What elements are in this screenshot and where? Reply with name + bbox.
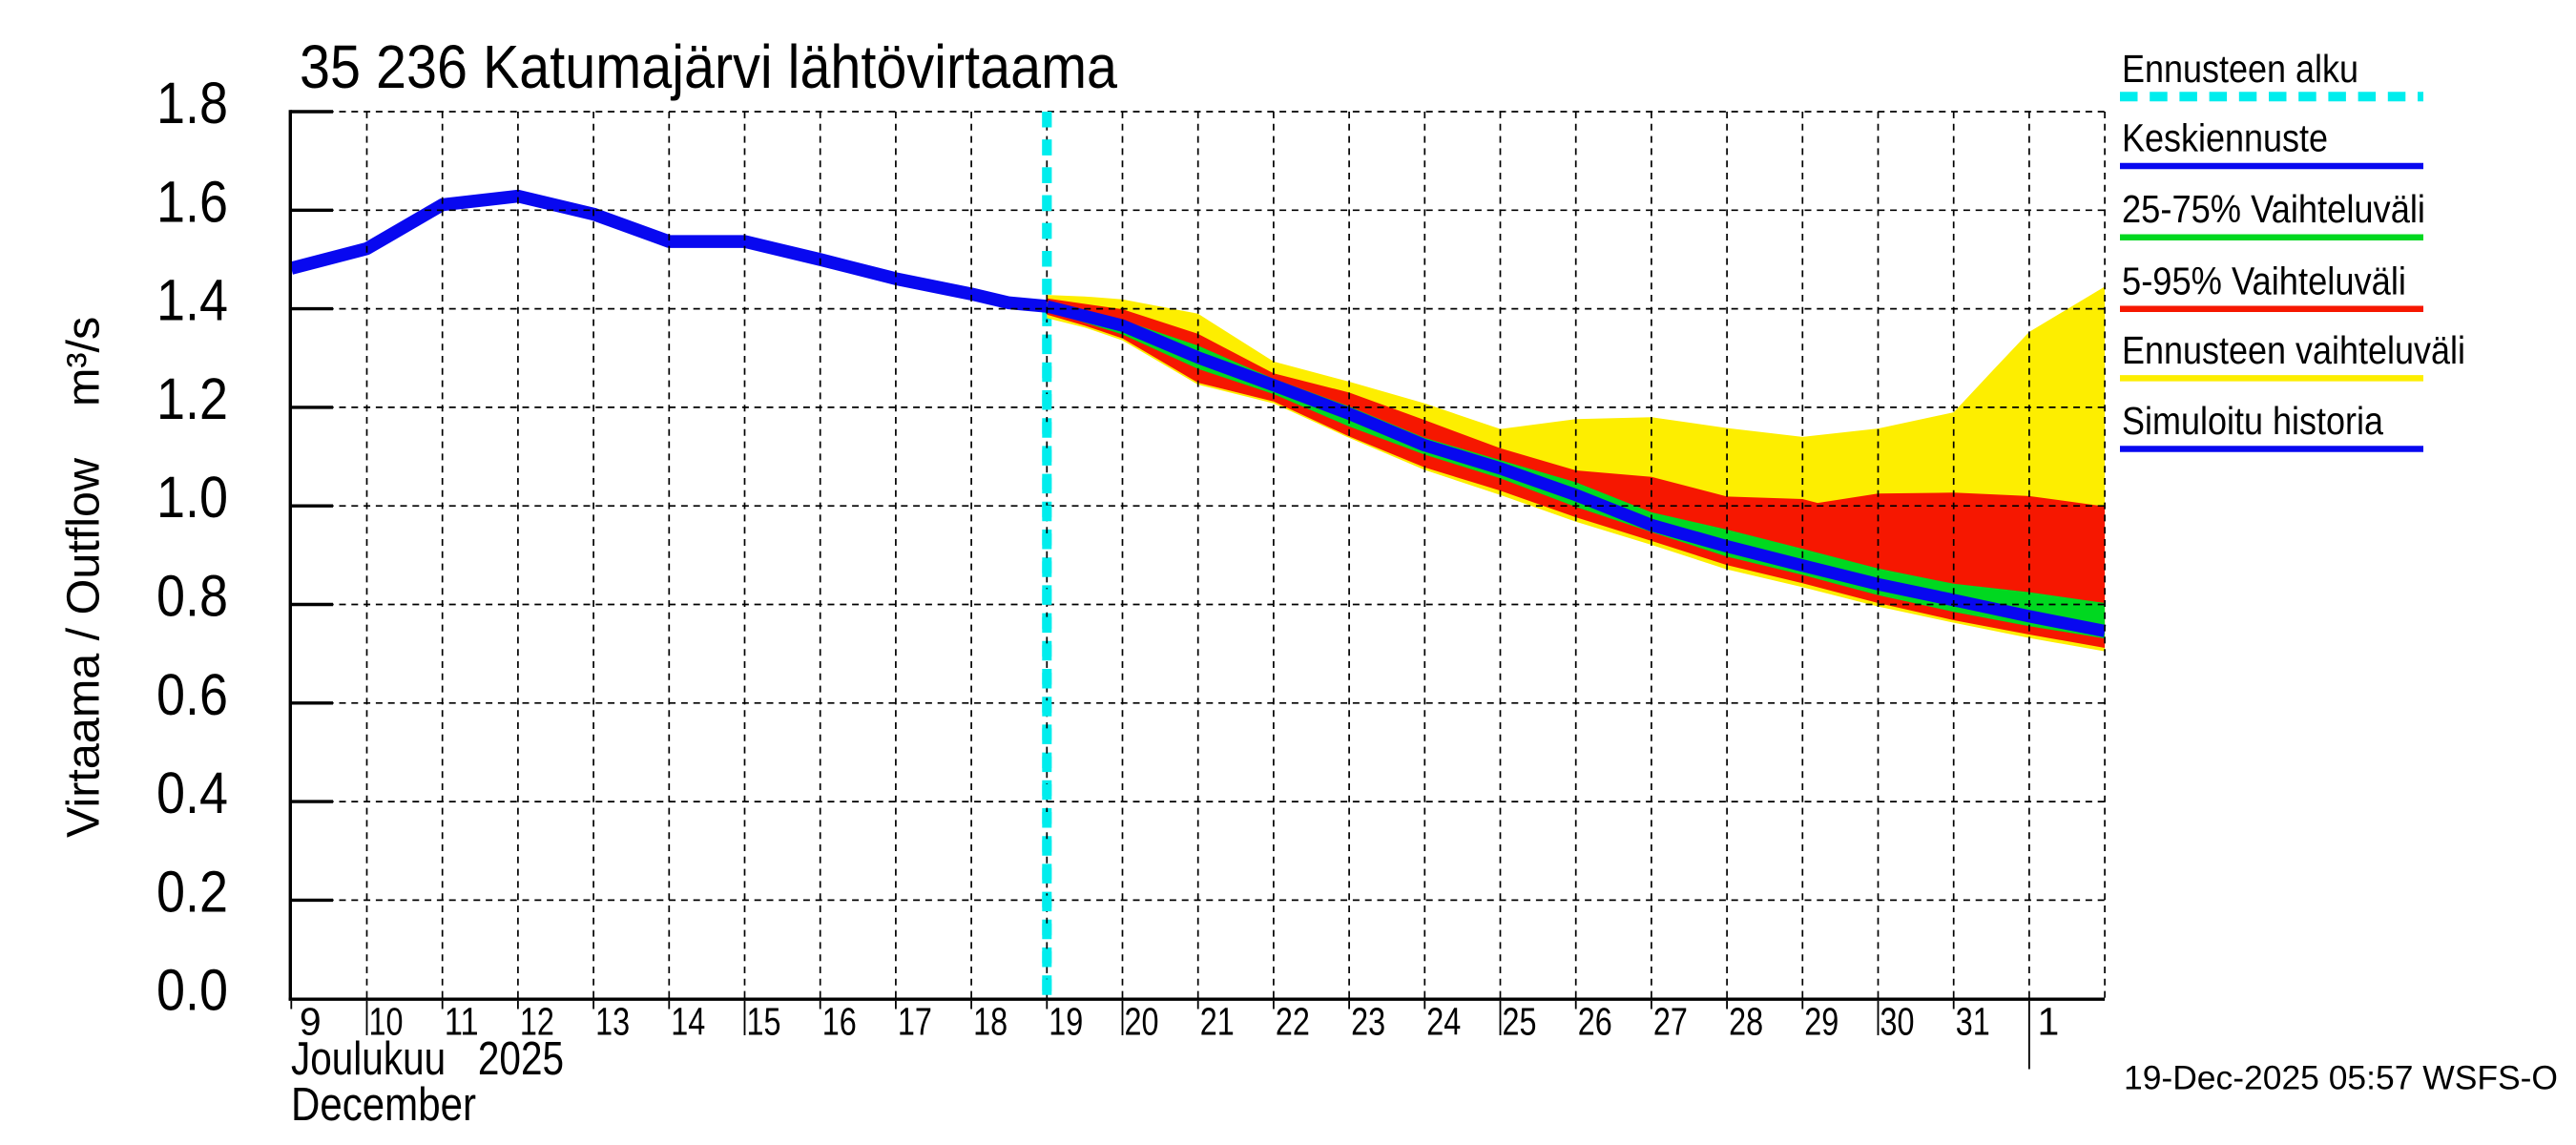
svg-text:1.8: 1.8: [156, 71, 228, 135]
svg-text:27: 27: [1653, 1000, 1688, 1044]
svg-text:0.8: 0.8: [156, 564, 228, 629]
svg-text:24: 24: [1426, 1000, 1461, 1044]
svg-text:14: 14: [671, 1000, 705, 1044]
svg-text:31: 31: [1956, 1000, 1990, 1044]
svg-text:December: December: [291, 1078, 476, 1131]
svg-text:30: 30: [1880, 1000, 1915, 1044]
svg-text:1.6: 1.6: [156, 169, 228, 234]
svg-text:25-75% Vaihteluväli: 25-75% Vaihteluväli: [2122, 187, 2425, 231]
svg-text:15: 15: [747, 1000, 781, 1044]
svg-text:9: 9: [300, 1000, 322, 1044]
svg-text:35 236 Katumajärvi lähtövirtaa: 35 236 Katumajärvi lähtövirtaama: [300, 32, 1117, 101]
svg-text:29: 29: [1804, 1000, 1839, 1044]
svg-text:17: 17: [898, 1000, 932, 1044]
svg-text:10: 10: [369, 1000, 404, 1044]
svg-text:23: 23: [1351, 1000, 1385, 1044]
svg-text:Simuloitu historia: Simuloitu historia: [2122, 399, 2383, 443]
svg-text:0.6: 0.6: [156, 662, 228, 727]
svg-text:Virtaama / Outflow m³/s: Virtaama / Outflow m³/s: [58, 317, 110, 838]
svg-text:26: 26: [1578, 1000, 1612, 1044]
svg-text:Joulukuu 2025: Joulukuu 2025: [291, 1032, 564, 1085]
svg-text:19-Dec-2025 05:57 WSFS-O: 19-Dec-2025 05:57 WSFS-O: [2124, 1060, 2558, 1097]
svg-text:28: 28: [1729, 1000, 1763, 1044]
svg-text:1.2: 1.2: [156, 366, 228, 431]
svg-text:Ennusteen alku: Ennusteen alku: [2122, 47, 2358, 91]
svg-text:13: 13: [595, 1000, 630, 1044]
svg-text:0.4: 0.4: [156, 760, 228, 825]
svg-text:12: 12: [520, 1000, 554, 1044]
svg-text:16: 16: [822, 1000, 857, 1044]
svg-text:21: 21: [1200, 1000, 1235, 1044]
svg-text:18: 18: [973, 1000, 1008, 1044]
svg-text:Ennusteen vaihteluväli: Ennusteen vaihteluväli: [2122, 328, 2465, 372]
svg-text:0.2: 0.2: [156, 859, 228, 924]
svg-text:1.0: 1.0: [156, 465, 228, 530]
svg-text:11: 11: [445, 1000, 479, 1044]
svg-text:20: 20: [1125, 1000, 1159, 1044]
svg-text:Keskiennuste: Keskiennuste: [2122, 116, 2328, 160]
svg-text:19: 19: [1049, 1000, 1083, 1044]
svg-text:22: 22: [1276, 1000, 1310, 1044]
svg-text:0.0: 0.0: [156, 958, 228, 1023]
svg-text:5-95% Vaihteluväli: 5-95% Vaihteluväli: [2122, 259, 2406, 302]
svg-text:1: 1: [2037, 1000, 2059, 1044]
svg-text:25: 25: [1503, 1000, 1537, 1044]
svg-text:1.4: 1.4: [156, 268, 228, 333]
